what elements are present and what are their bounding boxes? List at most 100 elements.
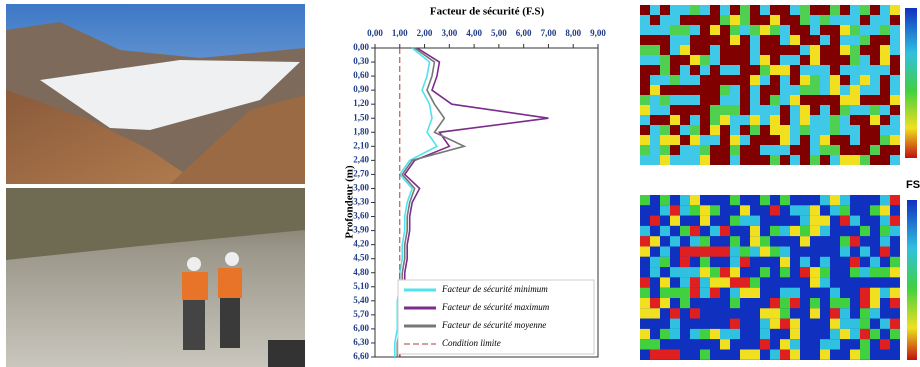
heatmap-cell (720, 65, 730, 75)
y-tick-label: 3,90 (353, 225, 369, 235)
heatmap-cell (890, 339, 900, 349)
heatmap-cell (860, 15, 870, 25)
heatmap-cell (870, 236, 880, 246)
heatmap-cell (660, 45, 670, 55)
heatmap-cell (670, 65, 680, 75)
heatmap-cell (640, 75, 650, 85)
heatmap-cell (800, 288, 810, 298)
heatmap-cell (700, 45, 710, 55)
heatmap-cell (880, 205, 890, 215)
heatmap-cell (800, 135, 810, 145)
heatmap-cell (750, 247, 760, 257)
heatmap-cell (720, 45, 730, 55)
y-tick-label: 5,10 (353, 281, 369, 291)
heatmap-cell (890, 277, 900, 287)
heatmap-cell (640, 105, 650, 115)
heatmap-cell (740, 277, 750, 287)
heatmap-cell (680, 350, 690, 360)
heatmap-cell (880, 15, 890, 25)
heatmap-cell (650, 288, 660, 298)
heatmap-cell (840, 195, 850, 205)
colorbar-top (905, 8, 917, 158)
heatmap-cell (780, 145, 790, 155)
heatmap-cell (670, 298, 680, 308)
heatmap-cell (770, 145, 780, 155)
heatmap-cell (680, 25, 690, 35)
heatmap-cell (850, 339, 860, 349)
heatmap-cell (690, 135, 700, 145)
heatmap-cell (810, 247, 820, 257)
heatmap-cell (820, 155, 830, 165)
heatmap-cell (720, 329, 730, 339)
heatmap-cell (860, 85, 870, 95)
heatmap-cell (890, 236, 900, 246)
heatmap-cell (860, 350, 870, 360)
legend-label: Facteur de sécurité minimum (441, 284, 548, 294)
heatmap-cell (880, 115, 890, 125)
heatmap-cell (750, 65, 760, 75)
heatmap-cell (870, 205, 880, 215)
heatmap-cell (730, 155, 740, 165)
heatmap-cell (710, 339, 720, 349)
heatmap-cell (650, 216, 660, 226)
heatmap-cell (810, 105, 820, 115)
heatmap-cell (760, 267, 770, 277)
heatmap-cell (840, 350, 850, 360)
heatmap-cell (860, 35, 870, 45)
heatmap-cell (680, 329, 690, 339)
heatmap-cell (770, 247, 780, 257)
heatmap-cell (680, 105, 690, 115)
heatmap-cell (750, 236, 760, 246)
heatmap-cell (760, 257, 770, 267)
heatmap-cell (750, 75, 760, 85)
heatmap-cell (800, 35, 810, 45)
heatmap-cell (810, 65, 820, 75)
heatmap-cell (690, 35, 700, 45)
heatmap-cell (750, 298, 760, 308)
heatmap-cell (840, 236, 850, 246)
heatmap-cell (870, 25, 880, 35)
heatmap-cell (860, 205, 870, 215)
heatmap-cell (750, 55, 760, 65)
heatmap-cell (820, 319, 830, 329)
heatmap-cell (890, 45, 900, 55)
heatmap-cell (660, 25, 670, 35)
heatmap-cell (670, 115, 680, 125)
heatmap-cell (660, 267, 670, 277)
heatmap-cell (720, 5, 730, 15)
heatmap-cell (640, 45, 650, 55)
heatmap-cell (730, 319, 740, 329)
heatmap-cell (820, 236, 830, 246)
heatmap-cell (770, 75, 780, 85)
heatmap-cell (760, 45, 770, 55)
heatmap-cell (790, 15, 800, 25)
heatmap-cell (880, 277, 890, 287)
heatmap-cell (680, 95, 690, 105)
heatmap-cell (660, 145, 670, 155)
heatmap-cell (780, 195, 790, 205)
heatmap-cell (880, 135, 890, 145)
heatmap-cell (670, 85, 680, 95)
heatmap-cell (660, 216, 670, 226)
heatmap-cell (720, 125, 730, 135)
heatmap-cell (670, 247, 680, 257)
heatmap-cell (820, 288, 830, 298)
heatmap-cell (720, 298, 730, 308)
heatmap-cell (880, 308, 890, 318)
heatmap-cell (780, 236, 790, 246)
heatmap-cell (830, 95, 840, 105)
legend-label: Facteur de sécurité moyenne (441, 320, 546, 330)
heatmap-cell (860, 55, 870, 65)
heatmap-cell (800, 85, 810, 95)
heatmap-cell (670, 277, 680, 287)
heatmap-cell (890, 105, 900, 115)
heatmap-cell (650, 105, 660, 115)
heatmap-cell (640, 205, 650, 215)
heatmap-cell (720, 308, 730, 318)
heatmap-cell (860, 247, 870, 257)
heatmap-cell (830, 155, 840, 165)
heatmap-cell (830, 257, 840, 267)
heatmap-cell (820, 277, 830, 287)
heatmap-cell (720, 115, 730, 125)
heatmap-cell (750, 257, 760, 267)
